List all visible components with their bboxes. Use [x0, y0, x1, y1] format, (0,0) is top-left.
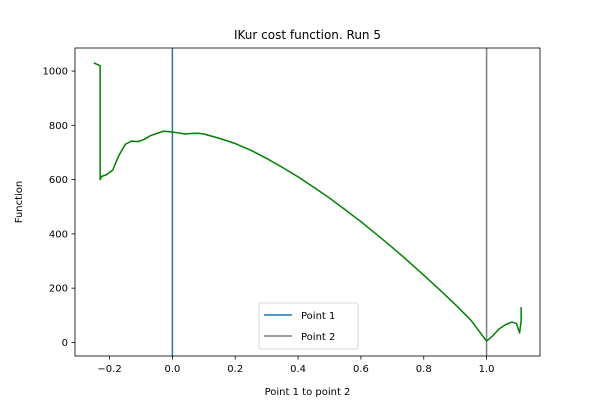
plot-area: [93, 48, 522, 356]
y-tick-label: 0: [62, 338, 68, 349]
y-axis: 0 200 400 600 800 1000: [43, 67, 75, 349]
series-line-1: [93, 62, 522, 342]
legend-label-1: Point 1: [301, 311, 335, 322]
x-tick-label: 0.0: [164, 364, 180, 375]
x-tick-label: 0.6: [353, 364, 369, 375]
y-tick-label: 400: [49, 229, 68, 240]
x-tick-label: 0.8: [416, 364, 432, 375]
y-axis-label: Function: [14, 181, 25, 224]
legend: Point 1 Point 2: [258, 302, 359, 350]
y-tick-label: 1000: [43, 67, 68, 78]
y-tick-label: 600: [49, 175, 68, 186]
x-tick-label: −0.2: [97, 364, 121, 375]
x-tick-label: 0.2: [227, 364, 243, 375]
y-tick-label: 800: [49, 121, 68, 132]
y-tick-label: 200: [49, 284, 68, 295]
x-tick-label: 0.4: [290, 364, 306, 375]
x-axis-label: Point 1 to point 2: [265, 387, 351, 398]
x-axis: −0.2 0.0 0.2 0.4 0.6 0.8 1.0: [97, 356, 495, 375]
legend-label-2: Point 2: [301, 332, 335, 343]
axes-frame: [74, 47, 541, 357]
chart-title: IKur cost function. Run 5: [234, 28, 381, 42]
x-tick-label: 1.0: [479, 364, 495, 375]
